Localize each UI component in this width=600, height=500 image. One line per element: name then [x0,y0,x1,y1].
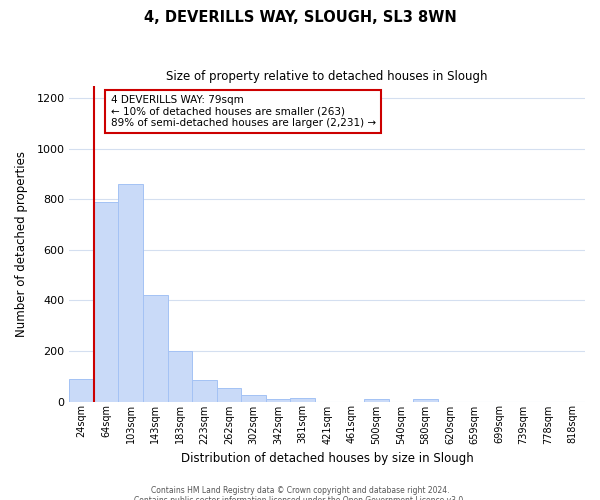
Bar [167,351,192,402]
Text: Contains HM Land Registry data © Crown copyright and database right 2024.: Contains HM Land Registry data © Crown c… [151,486,449,495]
Bar [241,395,266,402]
Bar [192,380,217,402]
Text: Contains public sector information licensed under the Open Government Licence v3: Contains public sector information licen… [134,496,466,500]
Bar [143,296,167,402]
Y-axis label: Number of detached properties: Number of detached properties [15,150,28,336]
Bar [290,398,315,402]
Title: Size of property relative to detached houses in Slough: Size of property relative to detached ho… [166,70,488,83]
Text: 4 DEVERILLS WAY: 79sqm
← 10% of detached houses are smaller (263)
89% of semi-de: 4 DEVERILLS WAY: 79sqm ← 10% of detached… [110,95,376,128]
Bar [217,388,241,402]
Bar [266,399,290,402]
Bar [364,399,389,402]
X-axis label: Distribution of detached houses by size in Slough: Distribution of detached houses by size … [181,452,473,465]
Bar [70,379,94,402]
Bar [94,202,118,402]
Bar [118,184,143,402]
Text: 4, DEVERILLS WAY, SLOUGH, SL3 8WN: 4, DEVERILLS WAY, SLOUGH, SL3 8WN [143,10,457,25]
Bar [413,399,437,402]
